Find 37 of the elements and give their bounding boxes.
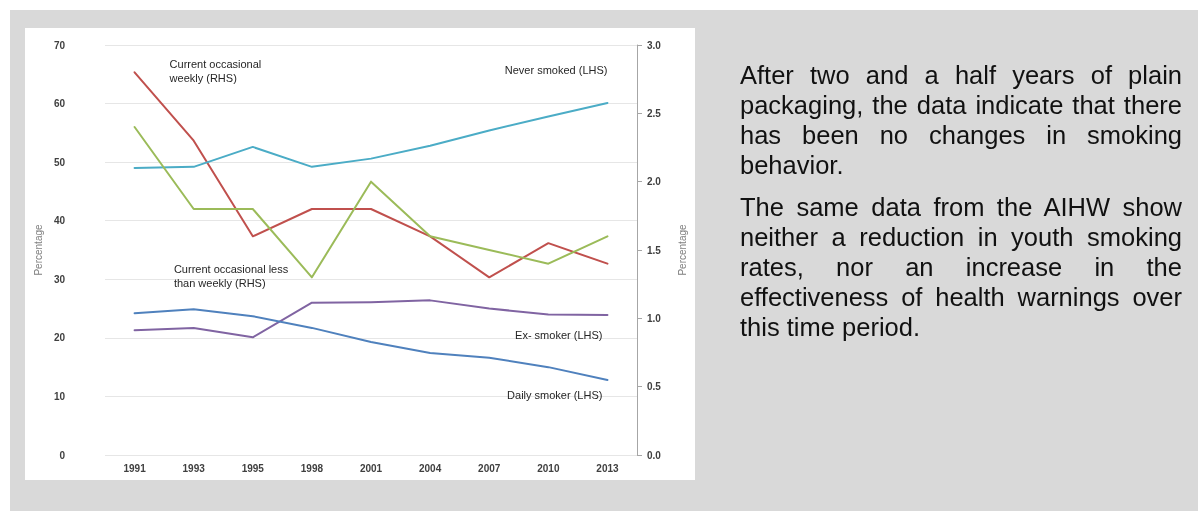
y-tick-label: 70: [53, 39, 66, 51]
y-tick-label: 40: [53, 215, 66, 227]
x-tick-label: 1995: [241, 462, 265, 474]
x-tick-label: 2010: [537, 462, 560, 474]
x-tick-label: 2007: [478, 462, 501, 474]
y-tick-label: 20: [53, 332, 66, 344]
y2-tick-label: 2.5: [647, 107, 662, 119]
y2-tick-label: 1.5: [647, 244, 662, 256]
y-axis-title: Percentage: [32, 223, 44, 276]
series-label: Daily smoker (LHS): [507, 389, 603, 402]
y2-tick-label: 0.5: [647, 381, 662, 393]
x-tick-label: 1993: [182, 462, 206, 474]
series-label: Current occasional weekly (RHS): [168, 58, 262, 85]
x-tick-label: 1991: [123, 462, 147, 474]
x-tick-label: 2013: [596, 462, 620, 474]
y-tick-label: 0: [59, 449, 66, 461]
text: After two and a half years of plain packaging, the data indicate that there has been no changes in smoking behavior.: [740, 60, 1182, 180]
y-tick-label: 10: [53, 390, 66, 402]
line-series: [133, 308, 609, 382]
x-tick-label: 1998: [300, 462, 324, 474]
y2-tick-label: 0.0: [647, 449, 662, 461]
text: The same data from the AIHW show neither a reduction in youth smoking rates, nor an increase in the effectiveness of health warnings over this time period.: [740, 192, 1182, 342]
y2-tick-label: 1.0: [647, 312, 662, 324]
y2-tick-label: 2.0: [647, 176, 662, 188]
line-series: [133, 299, 609, 339]
y-tick-label: 50: [53, 156, 66, 168]
line-series: [133, 126, 609, 279]
y2-tick-label: 3.0: [647, 39, 662, 51]
series-label: Current occasional less than weekly (RHS): [173, 263, 289, 290]
y-tick-label: 60: [53, 98, 66, 110]
x-tick-label: 2004: [419, 462, 442, 474]
y2-axis-title: Percentage: [676, 223, 688, 276]
line-series: [133, 101, 609, 169]
series-label: Ex- smoker (LHS): [515, 329, 603, 342]
y-tick-label: 30: [53, 273, 66, 285]
x-tick-label: 2001: [359, 462, 383, 474]
text: Never smoked (LHS): [504, 63, 608, 76]
